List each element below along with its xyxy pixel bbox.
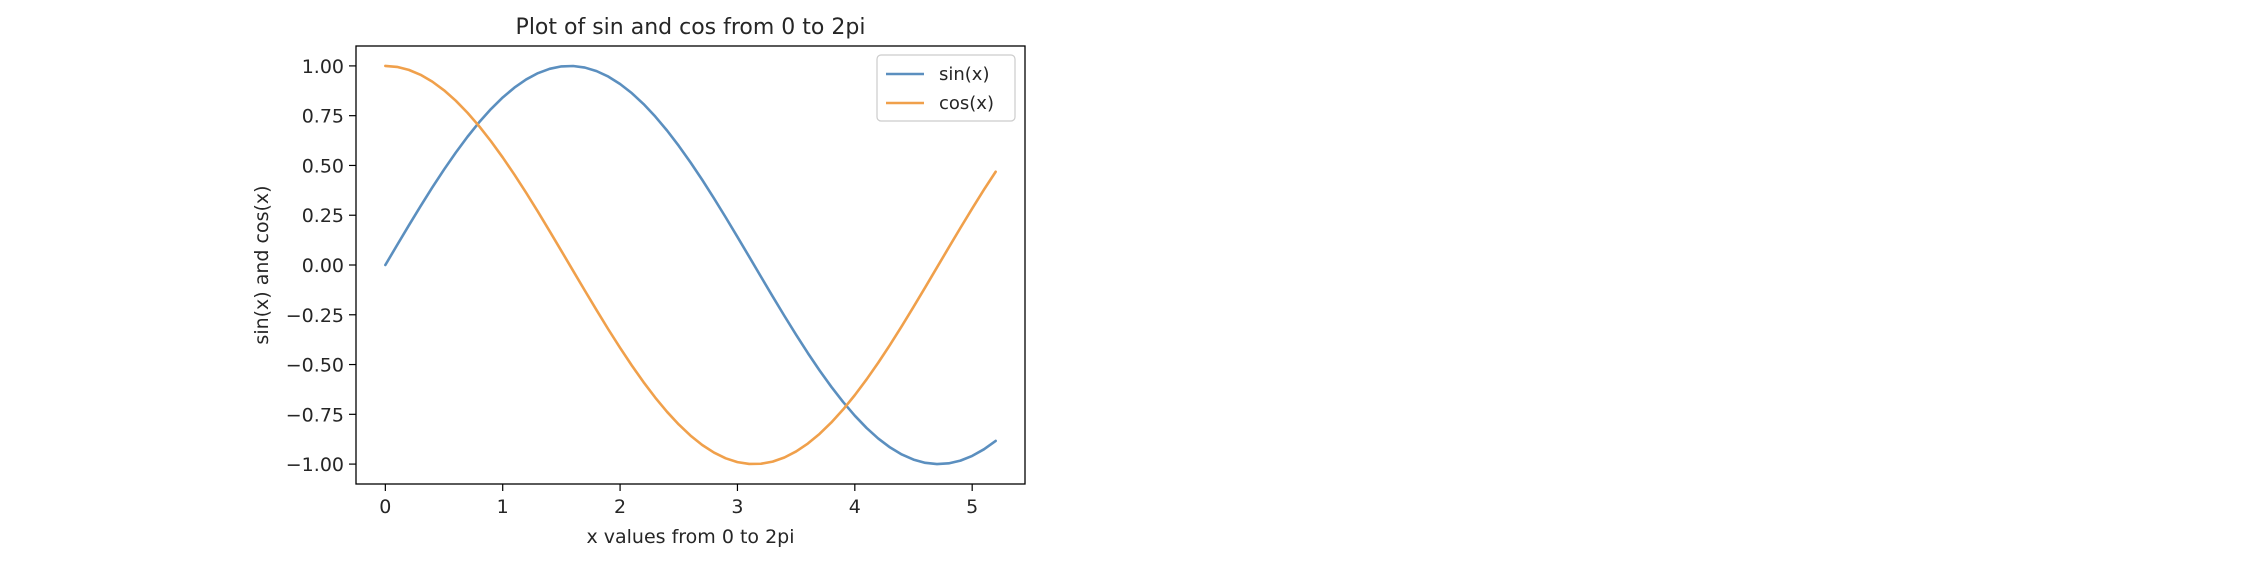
plot-area: 0 1 2 3 4 5 1.00 0.75 0.50 0.25 0.00 −0.25 −0.50 −0.7…	[286, 45, 1026, 518]
y-tick-label: −0.25	[286, 305, 344, 327]
x-tick-label: 0	[379, 496, 391, 518]
y-tick-label: 1.00	[302, 56, 344, 78]
y-tick-label: −0.75	[286, 404, 344, 426]
legend-label: cos(x)	[939, 93, 994, 114]
x-tick-label: 1	[497, 496, 509, 518]
y-tick-label: −0.50	[286, 355, 344, 377]
x-tick-label: 4	[849, 496, 861, 518]
y-tick-label: 0.75	[302, 106, 344, 128]
x-tick-label: 5	[966, 496, 978, 518]
legend-label: sin(x)	[939, 64, 989, 85]
x-tick-label: 3	[731, 496, 743, 518]
x-axis-label: x values from 0 to 2pi	[586, 526, 794, 548]
y-tick-label: 0.25	[302, 205, 344, 227]
y-tick-label: 0.00	[302, 255, 344, 277]
legend-box	[876, 54, 1016, 122]
series-line-cos	[384, 64, 997, 466]
y-tick-label: 0.50	[302, 155, 344, 177]
y-axis-label: sin(x) and cos(x)	[251, 185, 273, 344]
chart-title: Plot of sin and cos from 0 to 2pi	[516, 15, 866, 40]
y-tick-label: −1.00	[286, 454, 344, 476]
x-tick-label: 2	[614, 496, 626, 518]
series-line-sin	[384, 64, 997, 466]
legend: sin(x) cos(x)	[876, 54, 1016, 122]
